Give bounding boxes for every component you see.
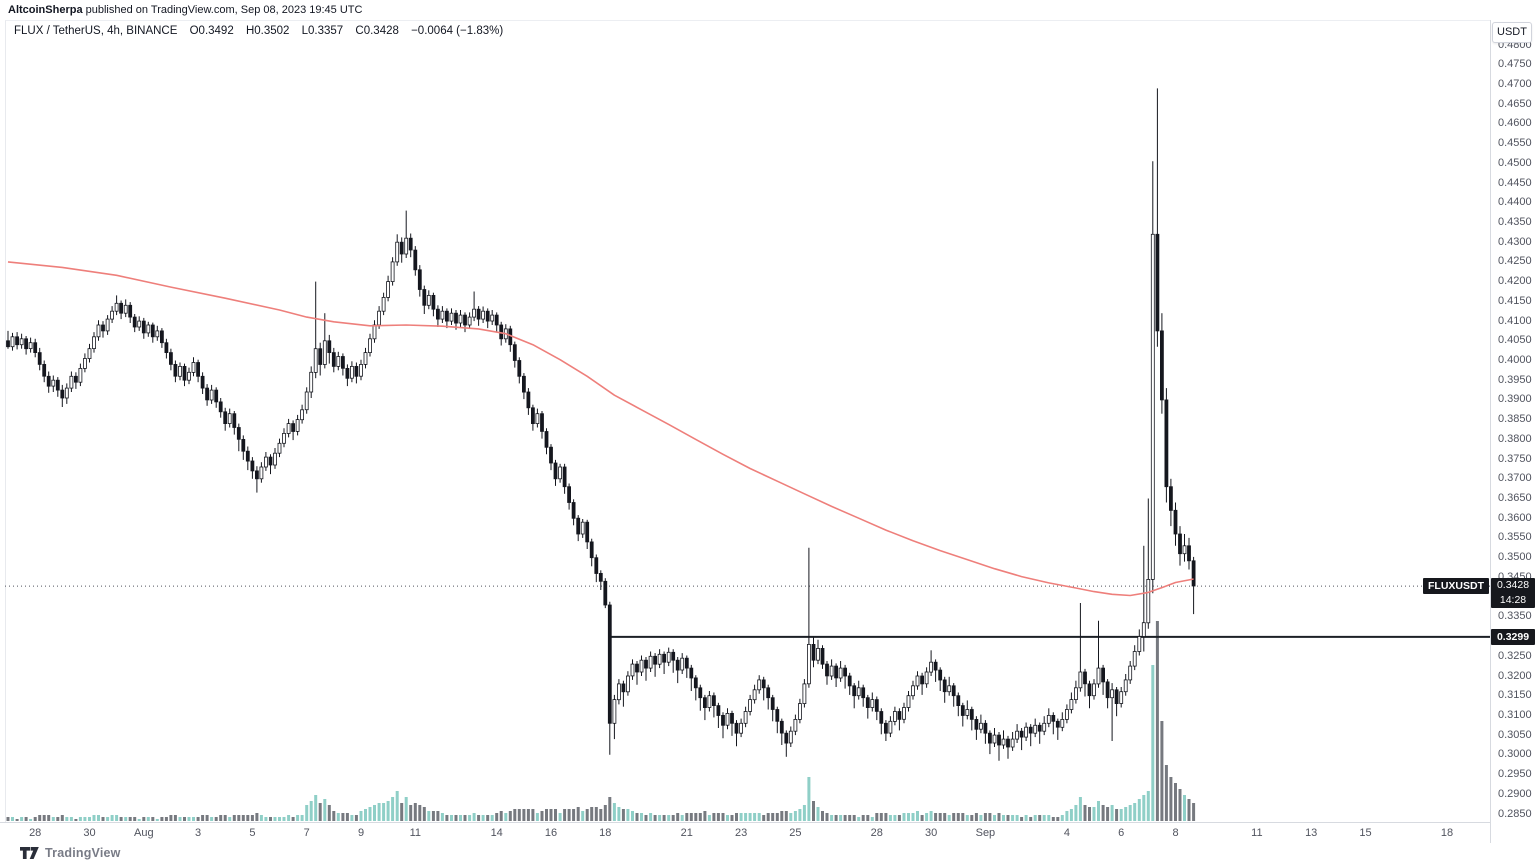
last-price-badge: 0.3428 14:28 <box>1491 578 1535 609</box>
price-axis[interactable]: 0.4800 0.4750 0.4700 0.4650 0.4600 0.4550 0.45… <box>1490 20 1536 843</box>
price-axis-label: 0.2950 <box>1498 768 1532 781</box>
price-axis-label: 0.4750 <box>1498 58 1532 71</box>
symbol-price-label-badge: FLUXUSDT <box>1423 578 1489 595</box>
ohlc-change: −0.0064 (−1.83%) <box>411 25 504 37</box>
time-axis-label: 21 <box>680 827 693 839</box>
price-axis-label: 0.4350 <box>1498 216 1532 228</box>
time-axis-label: 11 <box>1251 827 1263 839</box>
price-axis-label: 0.4250 <box>1498 255 1532 268</box>
time-axis-label: 28 <box>870 827 883 839</box>
time-axis-label: 16 <box>544 827 558 839</box>
time-axis-label: 13 <box>1305 827 1318 839</box>
time-axis-label: 18 <box>1440 827 1454 839</box>
price-axis-label: 0.3800 <box>1498 432 1532 445</box>
time-axis-label: 6 <box>1118 827 1125 839</box>
price-axis-label: 0.4450 <box>1498 176 1532 189</box>
price-axis-label: 0.4650 <box>1498 97 1532 110</box>
price-axis-label: 0.2900 <box>1498 787 1532 800</box>
chart-frame <box>5 20 1530 843</box>
time-axis-label: 14 <box>490 827 503 839</box>
price-axis-label: 0.4300 <box>1498 235 1532 248</box>
price-axis-label: 0.3550 <box>1498 531 1532 544</box>
time-axis-label: 18 <box>599 827 612 839</box>
price-axis-label: 0.3750 <box>1498 452 1532 465</box>
price-axis-label: 0.4150 <box>1498 294 1532 307</box>
price-axis-label: 0.3650 <box>1498 492 1532 504</box>
price-axis-label: 0.4100 <box>1498 314 1532 327</box>
time-axis-label: 23 <box>734 827 748 839</box>
time-axis-label: Sep <box>975 827 996 839</box>
tradingview-logo-text: TradingView <box>45 846 121 860</box>
author-name: AltcoinSherpa <box>8 4 83 16</box>
time-axis-label: 8 <box>1172 827 1179 839</box>
symbol-legend: FLUX / TetherUS, 4h, BINANCE O0.3492 H0.… <box>14 25 512 37</box>
price-axis-label: 0.3900 <box>1498 393 1532 406</box>
time-axis-label: Aug <box>134 827 154 839</box>
time-axis-label: 9 <box>357 827 365 839</box>
price-axis-label: 0.3000 <box>1498 748 1532 761</box>
price-axis-label: 0.3500 <box>1498 551 1532 564</box>
time-axis-label: 11 <box>409 827 422 839</box>
price-axis-label: 0.4500 <box>1498 156 1532 169</box>
attribution-text: published on TradingView.com, Sep 08, 20… <box>82 4 363 16</box>
time-axis-label: 5 <box>249 827 256 839</box>
price-axis-label: 0.3250 <box>1498 649 1532 662</box>
price-axis-label: 0.2850 <box>1498 807 1532 820</box>
time-axis-label: 30 <box>924 827 938 839</box>
ohlc-low: L0.3357 <box>301 25 344 37</box>
price-axis-label: 0.3950 <box>1498 373 1532 386</box>
price-axis-label: 0.3200 <box>1498 669 1532 682</box>
price-axis-label: 0.4550 <box>1498 137 1532 150</box>
level-price-badge: 0.3299 <box>1491 628 1535 645</box>
price-axis-label: 0.3850 <box>1498 413 1532 426</box>
attribution-bar: AltcoinSherpa published on TradingView.c… <box>8 4 362 18</box>
time-axis-label: 28 <box>29 827 42 839</box>
price-axis-label: 0.3350 <box>1498 610 1532 623</box>
bar-countdown: 14:28 <box>1499 594 1527 607</box>
price-axis-label: 0.3600 <box>1498 511 1532 524</box>
price-axis-label: 0.4050 <box>1498 334 1532 347</box>
tradingview-logo[interactable]: TradingView <box>20 846 121 860</box>
price-axis-label: 0.4000 <box>1498 354 1532 366</box>
price-axis-label: 0.3700 <box>1498 472 1532 485</box>
time-axis-label: 30 <box>83 827 96 839</box>
price-axis-label: 0.4700 <box>1498 77 1532 90</box>
time-axis-label: 25 <box>789 827 802 839</box>
ohlc-open: O0.3492 <box>189 25 234 37</box>
time-axis[interactable]: 28 30 Aug 3 5 7 9 11 14 16 18 21 23 25 28 30 Sep 4 6 8 11 13 1… <box>0 822 1490 844</box>
time-axis-label: 4 <box>1063 827 1070 839</box>
time-axis-label: 3 <box>195 827 202 839</box>
tradingview-logo-icon <box>20 847 39 859</box>
price-axis-label: 0.4600 <box>1498 117 1532 130</box>
price-axis-label: 0.3100 <box>1498 708 1532 721</box>
last-price-value: 0.3428 <box>1496 579 1530 592</box>
price-axis-label: 0.4400 <box>1498 196 1532 209</box>
price-axis-label: 0.3150 <box>1498 689 1532 702</box>
currency-toggle-button[interactable]: USDT <box>1492 22 1532 43</box>
price-axis-label: 0.4200 <box>1498 275 1532 288</box>
time-axis-label: 7 <box>303 827 310 839</box>
ohlc-close: C0.3428 <box>355 25 399 37</box>
time-axis-label: 15 <box>1359 827 1372 839</box>
price-axis-label: 0.3050 <box>1498 728 1532 741</box>
symbol-title: FLUX / TetherUS, 4h, BINANCE <box>14 25 178 37</box>
ohlc-high: H0.3502 <box>245 25 290 37</box>
